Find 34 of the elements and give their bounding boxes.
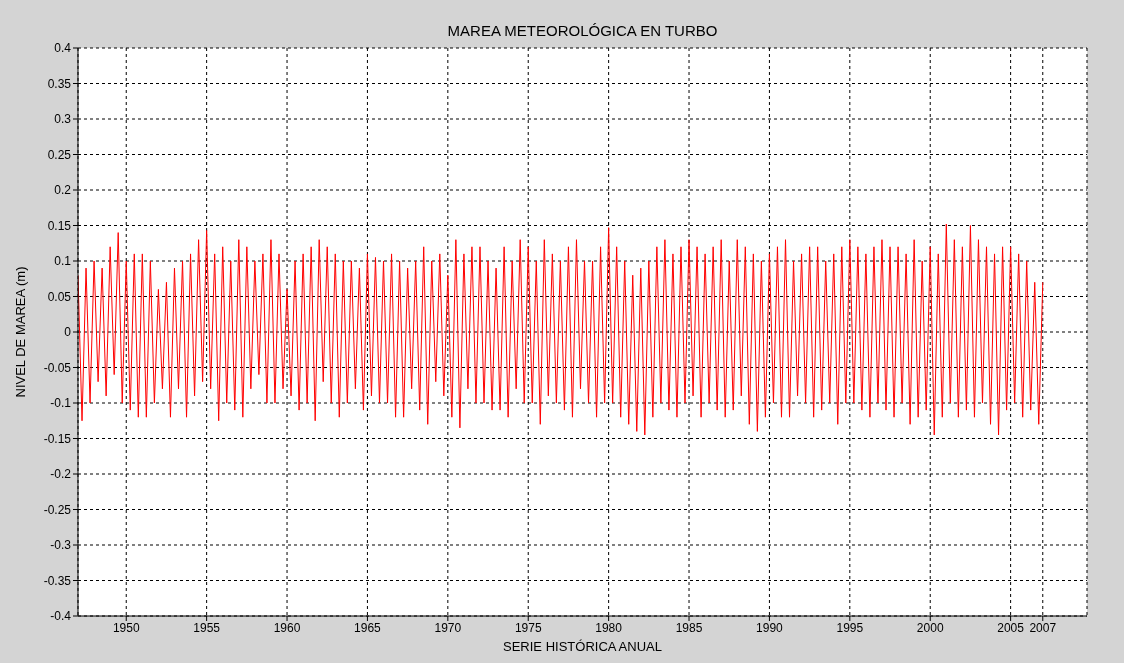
y-tick-label: -0.25 [43,502,72,517]
x-tick-label: 1980 [595,620,623,635]
chart-title: MAREA METEOROLÓGICA EN TURBO [446,22,719,39]
x-tick-label: 1960 [273,620,301,635]
y-tick-label: -0.2 [50,467,72,482]
y-tick-label: 0.05 [47,289,72,304]
y-tick-label: 0.25 [47,147,72,162]
x-tick-label: 1995 [836,620,864,635]
x-tick-label: 1975 [514,620,542,635]
y-axis-title: NIVEL DE MAREA (m) [12,266,28,398]
y-tick-label: -0.15 [43,431,72,446]
x-tick-label: 1990 [756,620,784,635]
y-tick-label: -0.4 [50,609,72,624]
y-tick-label: 0 [64,325,72,340]
x-tick-label: 2000 [916,620,944,635]
y-tick-label: 0.1 [54,254,72,269]
y-tick-label: -0.1 [50,396,72,411]
y-tick-label: 0.3 [54,112,72,127]
y-tick-label: -0.05 [43,360,72,375]
line-series [78,223,1044,436]
y-tick-label: 0.4 [54,41,72,56]
x-tick-label: 2005 [997,620,1025,635]
x-tick-label: 1950 [112,620,140,635]
y-tick-label: 0.2 [54,183,72,198]
x-tick-label: 1985 [675,620,703,635]
x-axis-title: SERIE HISTÓRICA ANUAL [503,639,662,654]
y-tick-label: -0.3 [50,538,72,553]
x-tick-label: 1970 [434,620,462,635]
y-tick-label: 0.15 [47,218,72,233]
x-tick-label: 1965 [354,620,382,635]
x-tick-label: 1955 [193,620,221,635]
y-tick-label: -0.35 [43,573,72,588]
y-tick-label: 0.35 [47,76,72,91]
x-tick-label: 2007 [1029,620,1057,635]
